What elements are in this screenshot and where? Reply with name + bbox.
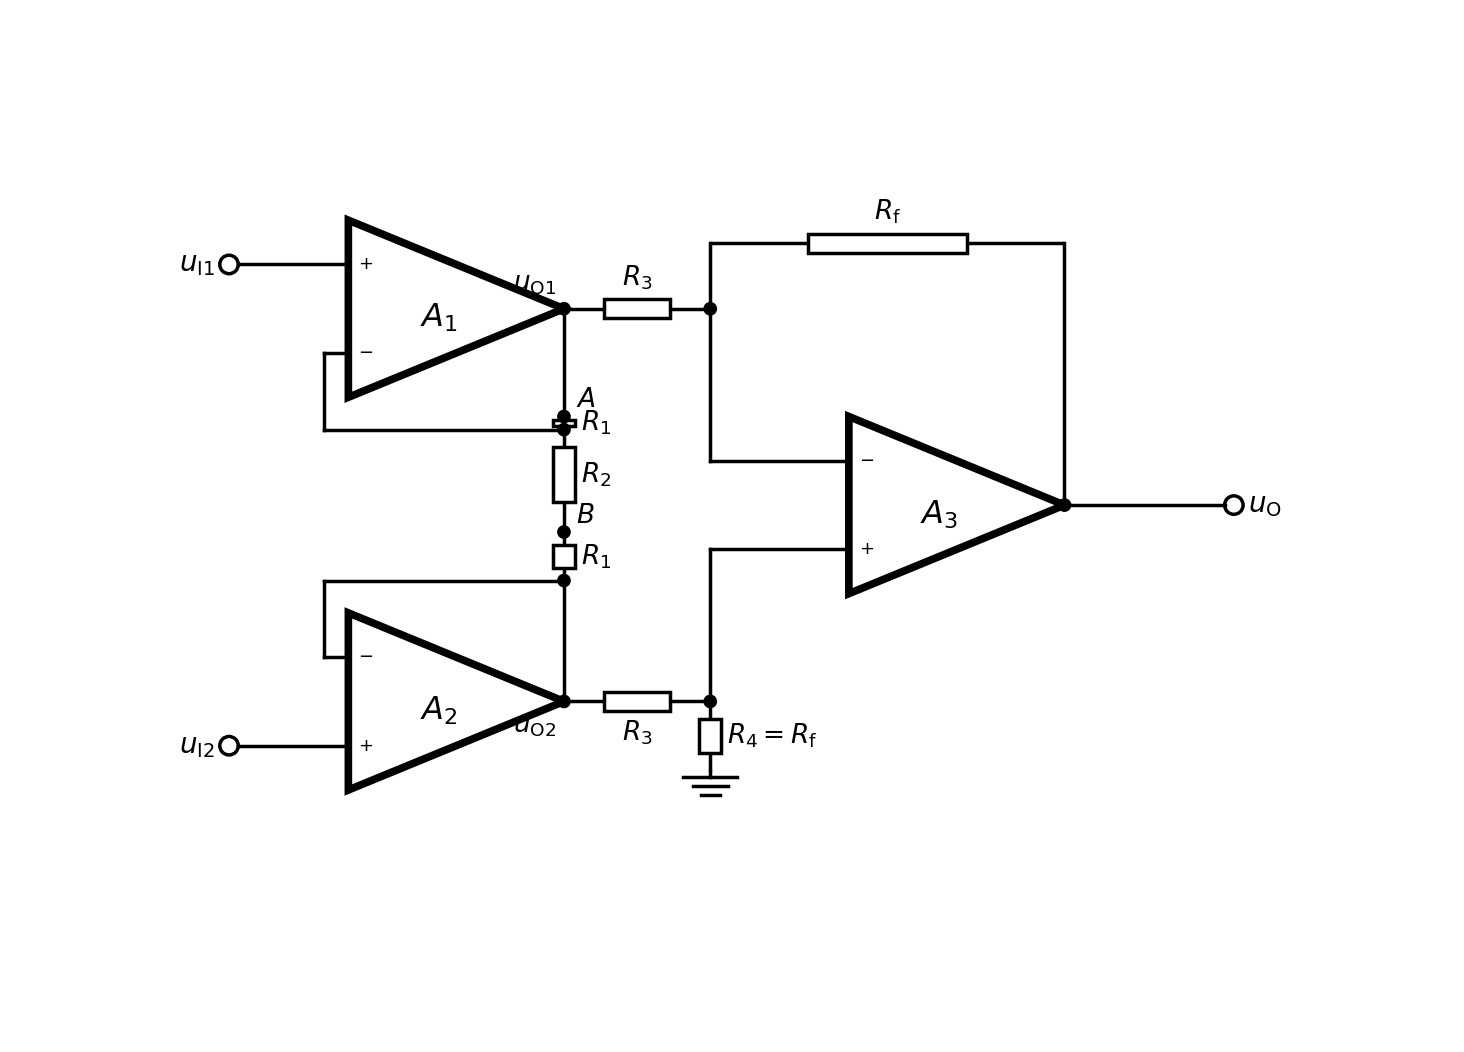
Text: $u_{\rm O}$: $u_{\rm O}$ [1247,491,1281,519]
Text: $R_3$: $R_3$ [622,263,653,291]
Text: $R_3$: $R_3$ [622,719,653,747]
Text: +: + [359,736,373,754]
Text: +: + [359,256,373,274]
Text: −: − [359,344,373,362]
Circle shape [558,303,569,315]
Circle shape [558,410,569,423]
Polygon shape [849,417,1064,593]
Bar [605,692,671,711]
Text: $R_1$: $R_1$ [581,409,612,438]
Text: −: − [359,648,373,666]
Circle shape [558,526,569,539]
Bar [808,234,968,252]
Text: +: + [859,541,874,559]
Text: $u_{\rm O1}$: $u_{\rm O1}$ [512,271,556,297]
Circle shape [558,574,569,587]
Text: $R_4{=}R_{\rm f}$: $R_4{=}R_{\rm f}$ [728,722,817,750]
Text: $R_2$: $R_2$ [581,460,612,488]
Text: $A_2$: $A_2$ [420,694,458,727]
Text: $B$: $B$ [575,503,594,529]
Text: $A_3$: $A_3$ [921,498,959,530]
Text: −: − [859,451,874,470]
Polygon shape [348,220,564,398]
Text: $R_{\rm f}$: $R_{\rm f}$ [874,198,900,226]
Text: $u_{\rm I2}$: $u_{\rm I2}$ [180,732,215,760]
Circle shape [704,695,716,708]
Bar [553,420,575,426]
Text: $R_1$: $R_1$ [581,542,612,570]
Text: $u_{\rm I1}$: $u_{\rm I1}$ [179,250,215,279]
Circle shape [558,424,569,436]
Circle shape [558,695,569,708]
Text: $A_1$: $A_1$ [420,302,458,335]
Bar [700,720,722,753]
Text: $A$: $A$ [575,387,596,413]
Polygon shape [348,613,564,790]
Bar [553,446,575,502]
Circle shape [1058,499,1070,511]
Circle shape [704,303,716,315]
Bar [553,545,575,568]
Text: $u_{\rm O2}$: $u_{\rm O2}$ [512,713,556,739]
Bar [605,300,671,318]
